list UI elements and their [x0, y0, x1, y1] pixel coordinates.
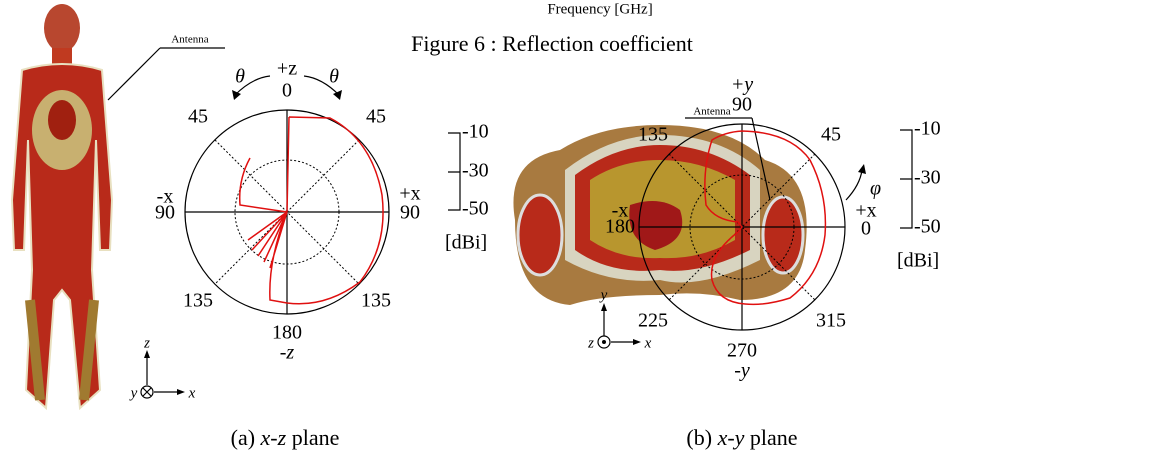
angle-label: 225: [638, 310, 668, 332]
text: x-z: [260, 425, 287, 450]
scale-label: -30: [462, 160, 489, 182]
scale-label: -10: [462, 121, 489, 143]
axis-label: -x: [612, 200, 629, 222]
antenna-pointer: [107, 47, 161, 101]
shape: [602, 340, 606, 344]
angle-label: 0: [861, 218, 871, 240]
angle-label: 0: [282, 80, 292, 102]
shape: [516, 193, 564, 277]
shape: [25, 299, 99, 401]
shape: [668, 153, 816, 301]
scale-b: -10 -30 -50 [dBi]: [897, 118, 941, 272]
torso-model: [513, 125, 807, 305]
axis-label: -x: [157, 186, 174, 208]
shape: [303, 75, 340, 96]
shape: [177, 389, 185, 395]
shape: [845, 169, 863, 201]
shape: [597, 335, 611, 349]
shape: [140, 385, 154, 399]
figure-title: Figure 6 : Reflection coefficient: [411, 31, 693, 56]
unit: [dBi]: [445, 232, 487, 254]
phi: φ: [870, 178, 881, 200]
axis-x: x: [644, 335, 652, 351]
shape: [761, 195, 805, 275]
text: x-y: [717, 425, 745, 450]
axis-y: y: [599, 287, 608, 303]
shape: [142, 387, 152, 397]
text: plane: [286, 425, 339, 450]
axis-y: y: [129, 385, 138, 401]
scale-label: -50: [462, 198, 489, 220]
angle-label: 135: [638, 124, 668, 146]
angle-label: 270: [727, 340, 757, 362]
shape: [333, 90, 342, 100]
text: (a): [231, 425, 261, 450]
antenna-label: Antenna: [693, 106, 730, 118]
caption-a: (a) x-z plane: [231, 425, 340, 450]
axis-label: -y: [734, 360, 750, 382]
axis-label: +x: [855, 200, 876, 222]
text: (b): [686, 425, 717, 450]
shape: [704, 130, 827, 306]
shape: [900, 129, 913, 229]
shape: [633, 339, 641, 345]
theta: θ: [235, 66, 245, 88]
scale-label: -50: [914, 216, 941, 238]
angle-label: 135: [361, 290, 391, 312]
scale-label: -30: [914, 167, 941, 189]
angle-label: 315: [816, 310, 846, 332]
axis-z: z: [587, 335, 594, 351]
angle-label: 90: [732, 94, 752, 116]
shape: [238, 116, 384, 305]
shape: [858, 164, 866, 174]
caption-b: (b) x-y plane: [686, 425, 797, 450]
theta: θ: [329, 66, 339, 88]
angle-label: 90: [400, 202, 420, 224]
shape: [44, 4, 80, 52]
unit: [dBi]: [897, 250, 939, 272]
axis-label: Frequency [GHz]: [547, 1, 652, 17]
angle-label: 45: [821, 124, 841, 146]
shape: [234, 75, 271, 96]
angle-label: 180: [272, 322, 302, 344]
scale-a: -10 -30 -50 [dBi]: [445, 121, 489, 254]
axis-label: +z: [277, 58, 297, 80]
text: plane: [744, 425, 797, 450]
shape: [52, 48, 72, 68]
body-model: [10, 4, 114, 411]
angle-label: 180: [605, 216, 635, 238]
polar-plot-a: [184, 109, 390, 315]
antenna-label: Antenna: [171, 34, 208, 46]
angle-label: 45: [188, 106, 208, 128]
angle-label: 135: [183, 290, 213, 312]
shape: [629, 201, 683, 250]
shape: [668, 153, 816, 301]
angle-label: 45: [366, 106, 386, 128]
axis-label: +y: [731, 74, 753, 96]
shape: [144, 350, 150, 358]
axis-z: z: [143, 335, 150, 351]
shape: [232, 90, 241, 100]
axis-label: -z: [280, 342, 295, 364]
shape: [48, 100, 76, 140]
shape: [448, 132, 461, 211]
polar-plot-b: [638, 123, 846, 331]
angle-label: 90: [155, 202, 175, 224]
axis-label: +x: [399, 183, 420, 205]
axis-x: x: [188, 385, 196, 401]
scale-label: -10: [914, 118, 941, 140]
shape: [601, 303, 607, 311]
